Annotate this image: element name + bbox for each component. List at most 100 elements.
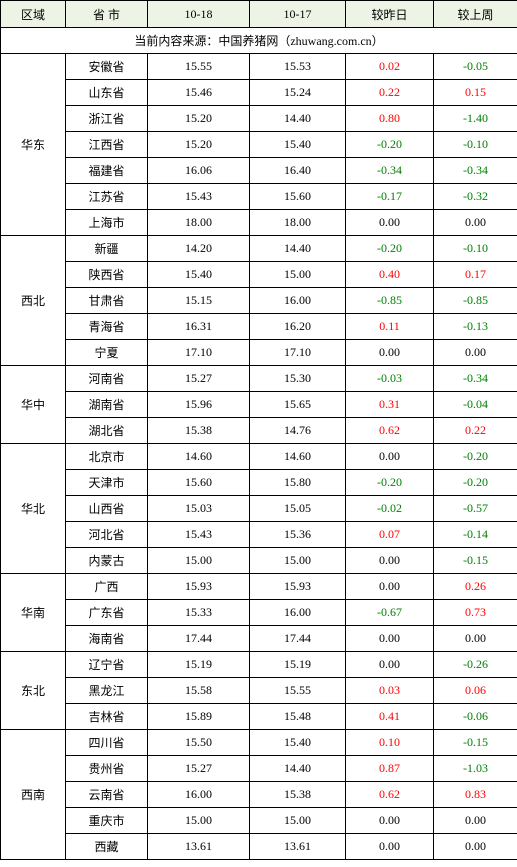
province-cell: 湖南省 [66,392,148,418]
vs-lastweek-cell: -0.04 [434,392,517,418]
date2-cell: 15.38 [250,782,346,808]
date1-cell: 15.20 [148,132,250,158]
header-vs-lastweek: 较上周 [434,1,517,28]
province-cell: 广东省 [66,600,148,626]
vs-yesterday-cell: 0.00 [346,340,434,366]
vs-lastweek-cell: -0.85 [434,288,517,314]
date1-cell: 15.27 [148,366,250,392]
region-cell: 华南 [1,574,66,652]
date1-cell: 16.00 [148,782,250,808]
region-cell: 华中 [1,366,66,444]
table-row: 海南省17.4417.440.000.00 [1,626,517,652]
table-row: 贵州省15.2714.400.87-1.03 [1,756,517,782]
date1-cell: 15.15 [148,288,250,314]
date1-cell: 15.58 [148,678,250,704]
vs-lastweek-cell: -0.20 [434,470,517,496]
table-row: 浙江省15.2014.400.80-1.40 [1,106,517,132]
province-cell: 河南省 [66,366,148,392]
date1-cell: 15.50 [148,730,250,756]
date1-cell: 15.89 [148,704,250,730]
province-cell: 浙江省 [66,106,148,132]
header-province: 省 市 [66,1,148,28]
region-cell: 华东 [1,54,66,236]
date1-cell: 15.43 [148,522,250,548]
vs-yesterday-cell: 0.00 [346,808,434,834]
table-row: 湖北省15.3814.760.620.22 [1,418,517,444]
table-row: 山西省15.0315.05-0.02-0.57 [1,496,517,522]
province-cell: 青海省 [66,314,148,340]
vs-yesterday-cell: 0.87 [346,756,434,782]
date2-cell: 15.00 [250,808,346,834]
province-cell: 宁夏 [66,340,148,366]
vs-lastweek-cell: -0.32 [434,184,517,210]
table-row: 华中河南省15.2715.30-0.03-0.34 [1,366,517,392]
date2-cell: 15.40 [250,730,346,756]
region-cell: 东北 [1,652,66,730]
date2-cell: 16.00 [250,600,346,626]
vs-yesterday-cell: -0.17 [346,184,434,210]
table-row: 宁夏17.1017.100.000.00 [1,340,517,366]
date1-cell: 15.46 [148,80,250,106]
province-cell: 云南省 [66,782,148,808]
vs-yesterday-cell: 0.62 [346,418,434,444]
vs-lastweek-cell: 0.00 [434,210,517,236]
vs-yesterday-cell: 0.41 [346,704,434,730]
vs-yesterday-cell: -0.03 [346,366,434,392]
date1-cell: 15.20 [148,106,250,132]
date2-cell: 15.55 [250,678,346,704]
vs-lastweek-cell: -0.06 [434,704,517,730]
table-row: 甘肃省15.1516.00-0.85-0.85 [1,288,517,314]
vs-yesterday-cell: -0.34 [346,158,434,184]
header-region: 区域 [1,1,66,28]
vs-lastweek-cell: -0.15 [434,548,517,574]
province-cell: 福建省 [66,158,148,184]
vs-yesterday-cell: 0.62 [346,782,434,808]
table-row: 西南四川省15.5015.400.10-0.15 [1,730,517,756]
date2-cell: 14.40 [250,236,346,262]
province-cell: 北京市 [66,444,148,470]
vs-lastweek-cell: 0.26 [434,574,517,600]
table-row: 江苏省15.4315.60-0.17-0.32 [1,184,517,210]
date2-cell: 15.05 [250,496,346,522]
table-row: 吉林省15.8915.480.41-0.06 [1,704,517,730]
vs-yesterday-cell: 0.00 [346,834,434,860]
date2-cell: 15.60 [250,184,346,210]
table-row: 青海省16.3116.200.11-0.13 [1,314,517,340]
date2-cell: 15.93 [250,574,346,600]
table-row: 重庆市15.0015.000.000.00 [1,808,517,834]
vs-lastweek-cell: 0.15 [434,80,517,106]
date1-cell: 14.20 [148,236,250,262]
source-row: 当前内容来源：中国养猪网（zhuwang.com.cn） [1,28,517,54]
province-cell: 辽宁省 [66,652,148,678]
date2-cell: 16.20 [250,314,346,340]
vs-yesterday-cell: 0.31 [346,392,434,418]
vs-yesterday-cell: 0.40 [346,262,434,288]
date1-cell: 17.10 [148,340,250,366]
date1-cell: 15.40 [148,262,250,288]
province-cell: 安徽省 [66,54,148,80]
date1-cell: 15.27 [148,756,250,782]
province-cell: 内蒙古 [66,548,148,574]
date2-cell: 18.00 [250,210,346,236]
vs-lastweek-cell: -0.34 [434,366,517,392]
date1-cell: 16.31 [148,314,250,340]
vs-yesterday-cell: 0.07 [346,522,434,548]
province-cell: 四川省 [66,730,148,756]
date2-cell: 15.48 [250,704,346,730]
table-row: 内蒙古15.0015.000.00-0.15 [1,548,517,574]
vs-lastweek-cell: 0.83 [434,782,517,808]
vs-yesterday-cell: 0.22 [346,80,434,106]
header-vs-yesterday: 较昨日 [346,1,434,28]
vs-lastweek-cell: -0.15 [434,730,517,756]
vs-lastweek-cell: -0.57 [434,496,517,522]
date2-cell: 14.60 [250,444,346,470]
region-cell: 西北 [1,236,66,366]
province-cell: 湖北省 [66,418,148,444]
table-row: 湖南省15.9615.650.31-0.04 [1,392,517,418]
vs-lastweek-cell: -0.13 [434,314,517,340]
vs-yesterday-cell: 0.10 [346,730,434,756]
date2-cell: 16.00 [250,288,346,314]
vs-lastweek-cell: -0.20 [434,444,517,470]
date1-cell: 18.00 [148,210,250,236]
vs-yesterday-cell: 0.11 [346,314,434,340]
